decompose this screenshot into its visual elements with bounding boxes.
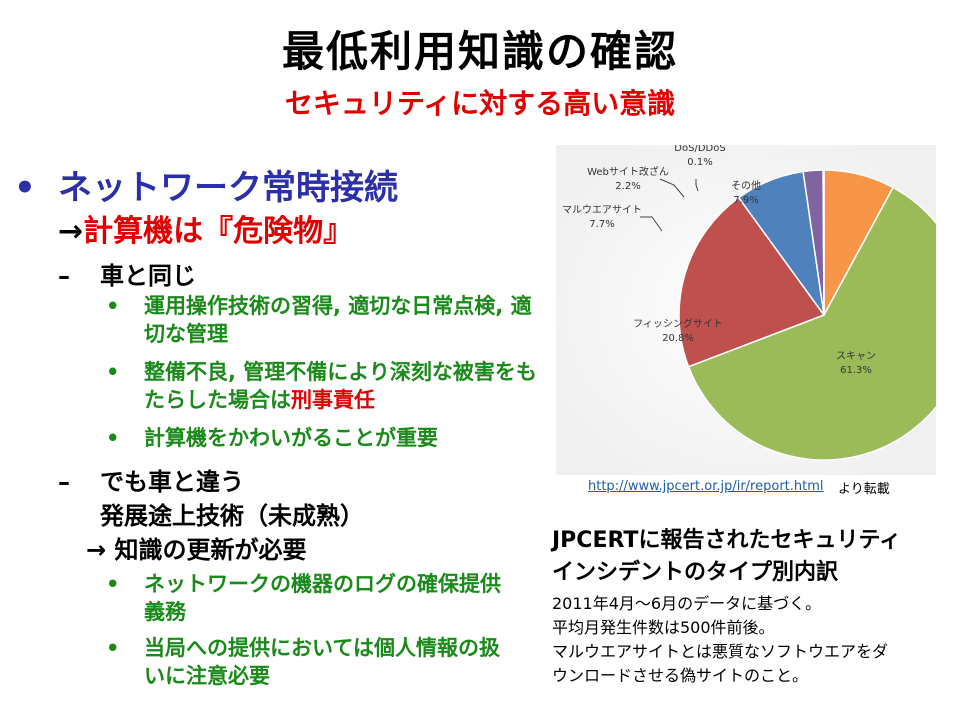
pie-chart-panel: スキャン 61.3% フィッシングサイト 20.8% マルウエアサイト 7.7% Webサイ… (556, 143, 960, 475)
pie-slice-dos-ddos (822, 169, 825, 316)
dash-icon: – (58, 262, 70, 290)
green-item-2-body: 整備不良, 管理不備により深刻な被害をもたらした場合は刑事責任 (144, 358, 544, 414)
caption-note-1: 2011年4月～6月のデータに基づく。 (552, 594, 822, 613)
pie-value-label-1: 20.8% (662, 333, 694, 344)
pie-value-label-2: 7.7% (589, 219, 614, 230)
caption-title-line1: JPCERTに報告されたセキュリティ (552, 528, 902, 553)
pie-label-3: Webサイト改ざん (587, 165, 669, 178)
pie-leader-line-4 (695, 179, 699, 192)
bullet-dot-icon: • (106, 426, 120, 450)
slide-title: 最低利用知識の確認 (281, 27, 678, 76)
bullet-danger: →計算機は『危険物』 (58, 206, 353, 250)
arrow-symbol: → (58, 214, 84, 249)
green-item-2-text: 整備不良, 管理不備により深刻な被害をもたらした場合は (144, 360, 537, 412)
sub-bullet-2: – でも車と違う (58, 462, 244, 497)
bullet-main: • ネットワーク常時接続 (14, 160, 398, 209)
pie-label-4: DoS/DDoS (674, 145, 725, 154)
dash-icon: – (58, 468, 70, 496)
bullet-main-text: ネットワーク常時接続 (58, 168, 398, 208)
pie-leader-line-3 (659, 178, 685, 198)
source-link[interactable]: http://www.jpcert.or.jp/ir/report.html (588, 479, 824, 494)
pie-label-1: フィッシングサイト (633, 317, 723, 330)
bullet-dot-icon: • (106, 360, 120, 384)
source-note: より転載 (838, 482, 890, 497)
bullet-dot-icon: • (106, 572, 120, 596)
pie-label-5: その他 (731, 179, 761, 192)
caption-title-line2: インシデントのタイプ別内訳 (552, 560, 839, 585)
sub-bullet-2-line3: → 知識の更新が必要 (86, 536, 307, 564)
sub-bullet-2-line1: でも車と違う (100, 468, 244, 496)
green-item-4-text: ネットワークの機器のログの確保提供義務 (144, 572, 501, 624)
pie-label-2: マルウエアサイト (562, 204, 642, 216)
pie-leader-line-2 (640, 216, 663, 232)
pie-value-label-3: 2.2% (615, 181, 640, 192)
sub-bullet-1: – 車と同じ (58, 256, 196, 291)
pie-value-label-0: 61.3% (840, 365, 872, 376)
pie-value-label-4: 0.1% (687, 157, 712, 168)
caption-note-3: マルウエアサイトとは悪質なソフトウエアをダ (552, 642, 889, 661)
slide-subtitle: セキュリティに対する高い意識 (284, 87, 676, 120)
caption-note-2: 平均月発生件数は500件前後。 (552, 618, 775, 637)
criminal-liability-text: 刑事責任 (291, 388, 375, 412)
bullet-dot-icon: • (106, 636, 120, 660)
bullet-dot-icon: • (14, 168, 36, 208)
pie-value-label-5: 7.9% (733, 195, 758, 206)
sub-bullet-1-text: 車と同じ (100, 262, 196, 290)
sub-bullet-2-line2: 発展途上技術（未成熟） (100, 502, 364, 530)
caption-note-4: ウンロードさせる偽サイトのこと。 (552, 666, 809, 685)
pie-slice-- (678, 196, 826, 368)
bullet-dot-icon: • (106, 294, 120, 318)
green-item-3-text: 計算機をかわいがることが重要 (144, 426, 438, 450)
green-item-1-text: 運用操作技術の習得, 適切な日常点検, 適切な管理 (144, 294, 532, 346)
green-item-5-text: 当局への提供においては個人情報の扱いに注意必要 (144, 636, 500, 688)
danger-text: 計算機は『危険物』 (83, 214, 354, 249)
pie-chart: スキャン 61.3% フィッシングサイト 20.8% マルウエアサイト 7.7% Webサイ… (556, 143, 960, 475)
pie-label-0: スキャン (836, 351, 876, 362)
